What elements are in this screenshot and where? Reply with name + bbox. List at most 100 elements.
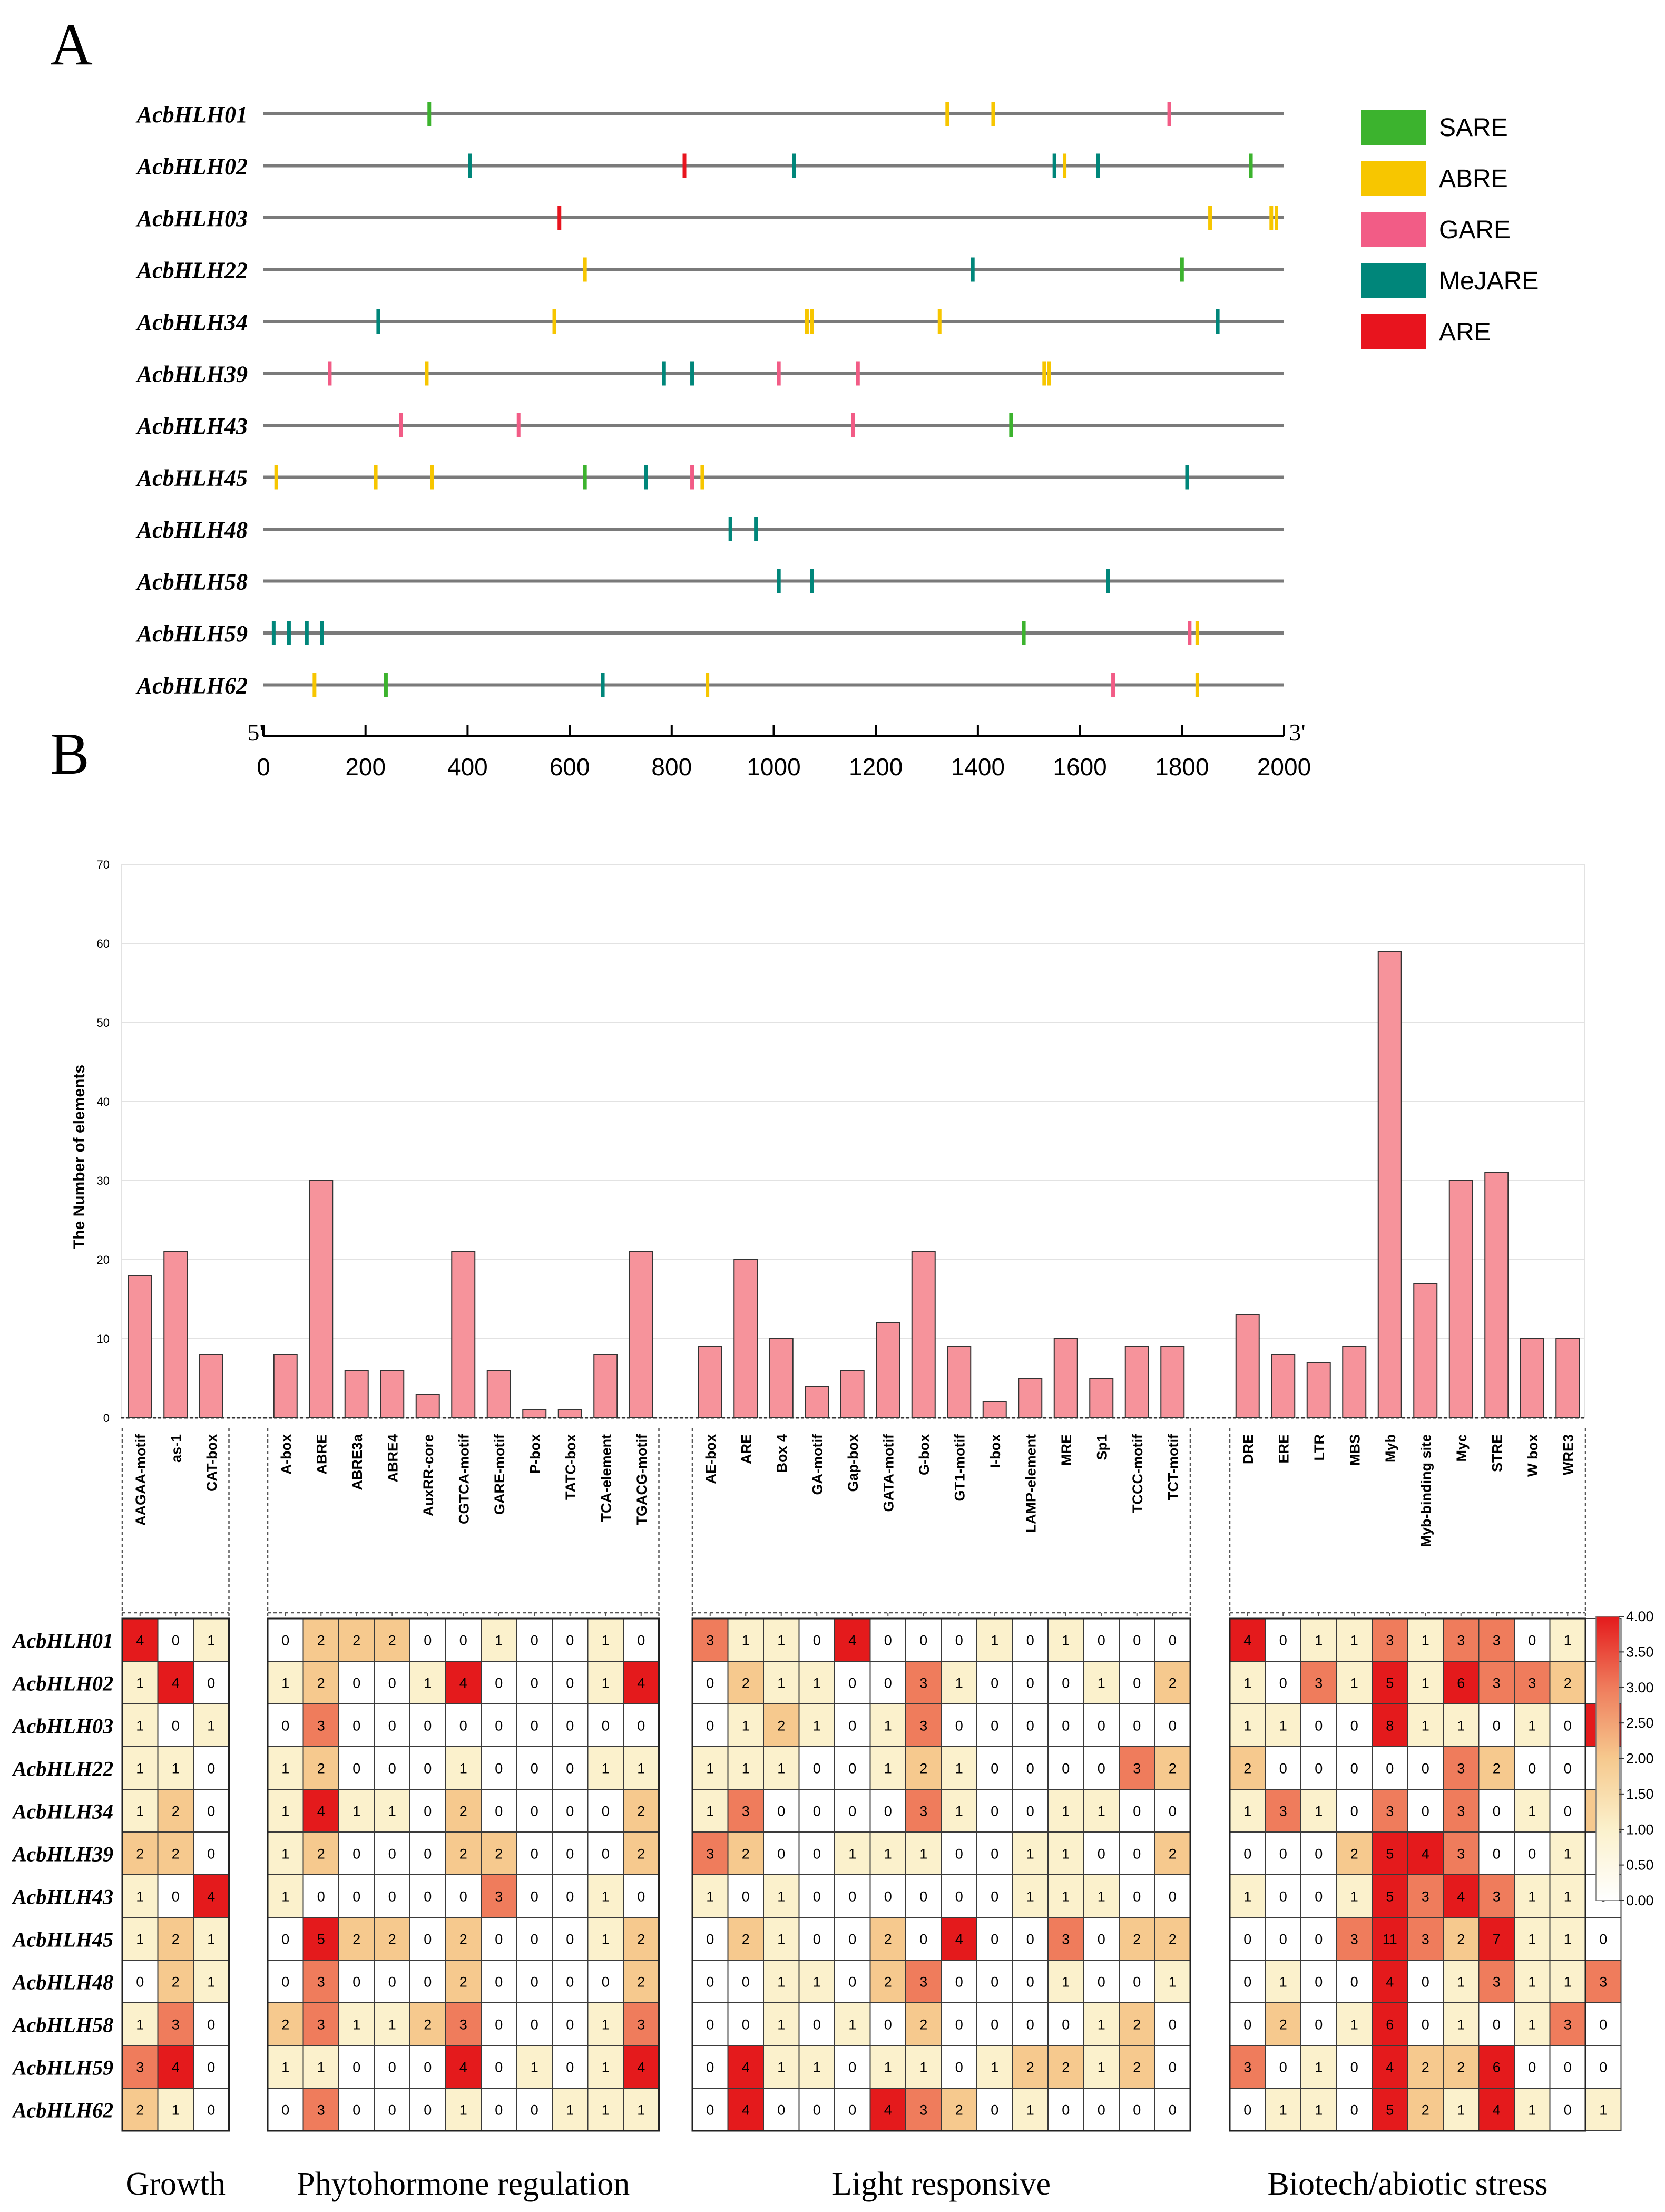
heatmap-value: 1 (1564, 1932, 1572, 1947)
gene-label-acbhlh58: AcbHLH58 (135, 569, 248, 595)
heatmap-value: 0 (352, 1846, 360, 1862)
heatmap-value: 1 (777, 1675, 785, 1691)
heatmap-cell (1047, 1874, 1084, 1918)
heatmap-value: 1 (991, 1633, 998, 1649)
element-mark-gare (1188, 621, 1192, 645)
heatmap-cell (1119, 1789, 1155, 1833)
heatmap-cell (727, 2088, 764, 2131)
heatmap-value: 1 (1528, 2102, 1536, 2118)
bar-abre4 (380, 1370, 405, 1418)
heatmap-value: 0 (1026, 1974, 1034, 1990)
colorbar-tick-label: 2.50 (1626, 1715, 1654, 1731)
heatmap-value: 0 (1169, 2102, 1177, 2118)
heatmap-value: 0 (172, 1889, 180, 1905)
element-mark-sare (1180, 257, 1184, 282)
element-mark-sare (1022, 621, 1026, 645)
group-leader-box (267, 1428, 660, 1619)
element-mark-gare (328, 361, 332, 386)
heatmap-cell (193, 1703, 230, 1747)
heatmap-value: 2 (1457, 1932, 1465, 1947)
heatmap-value: 0 (1564, 2060, 1572, 2075)
heatmap-cell (587, 1874, 624, 1918)
heatmap-value: 1 (1243, 1675, 1251, 1691)
heatmap-value: 3 (1493, 1675, 1501, 1691)
heatmap-value: 0 (1528, 1846, 1536, 1862)
heatmap-value: 0 (813, 1932, 821, 1947)
heatmap-cell (157, 2088, 194, 2131)
bar-as-1 (163, 1251, 188, 1418)
heatmap-value: 1 (884, 1846, 892, 1862)
heatmap-cell (1549, 1661, 1586, 1704)
heatmap-value: 1 (919, 2060, 927, 2075)
heatmap-value: 2 (388, 1633, 396, 1649)
heatmap-cell (1300, 2002, 1337, 2046)
heatmap-value: 1 (777, 2060, 785, 2075)
heatmap-value: 0 (495, 1675, 503, 1691)
heatmap-value: 0 (1169, 1718, 1177, 1734)
heatmap-value: 0 (1062, 1675, 1070, 1691)
heatmap-value: 0 (1528, 1633, 1536, 1649)
legend-label-mejare: MeJARE (1439, 267, 1539, 295)
heatmap-cell (941, 1917, 977, 1961)
legend-swatch-abre (1361, 161, 1426, 196)
heatmap-value: 0 (136, 1974, 144, 1990)
heatmap-value: 0 (1350, 1974, 1358, 1990)
heatmap-cell (1119, 1661, 1155, 1704)
category-label: LAMP-element (1023, 1434, 1039, 1533)
heatmap-cell (587, 2002, 624, 2046)
element-mark-abre (1042, 361, 1046, 386)
heatmap-value: 1 (281, 1846, 289, 1862)
heatmap-value: 2 (459, 1846, 467, 1862)
heatmap-cell (445, 1661, 482, 1704)
heatmap-value: 1 (848, 1846, 856, 1862)
heatmap-value: 0 (1386, 1761, 1394, 1777)
end-label-3prime: 3' (1289, 719, 1305, 746)
heatmap-cell (941, 1746, 977, 1790)
heatmap-value: 3 (1315, 1675, 1323, 1691)
category-label: DRE (1240, 1434, 1256, 1464)
heatmap-value: 1 (955, 1804, 963, 1819)
category-label: W box (1525, 1434, 1541, 1477)
heatmap-value: 2 (637, 1804, 645, 1819)
heatmap-value: 0 (1493, 1846, 1501, 1862)
heatmap-cell (1443, 1789, 1480, 1833)
heatmap-cell (516, 2002, 553, 2046)
heatmap-value: 0 (637, 1633, 645, 1649)
x-tick-label: 1600 (1053, 753, 1106, 781)
heatmap-value: 4 (637, 1675, 645, 1691)
heatmap-cell (157, 2002, 194, 2046)
heatmap-value: 0 (1133, 1974, 1141, 1990)
heatmap-value: 0 (1026, 1761, 1034, 1777)
heatmap-block-border (121, 1617, 230, 2132)
heatmap-value: 0 (1422, 1761, 1429, 1777)
heatmap-value: 0 (1062, 2102, 1070, 2118)
heatmap-value: 0 (566, 1718, 574, 1734)
heatmap-value: 3 (495, 1889, 503, 1905)
heatmap-value: 0 (531, 1889, 538, 1905)
heatmap-cell (798, 1746, 835, 1790)
heatmap-value: 1 (1062, 1974, 1070, 1990)
heatmap-value: 4 (742, 2102, 750, 2118)
heatmap-cell (1154, 1746, 1191, 1790)
heatmap-value: 1 (207, 1974, 215, 1990)
category-label: GARE-motif (492, 1434, 507, 1515)
heatmap-cell (193, 1874, 230, 1918)
heatmap-value: 1 (459, 1761, 467, 1777)
heatmap-cell (869, 1917, 906, 1961)
heatmap-value: 0 (281, 2102, 289, 2118)
heatmap-value: 1 (1564, 1974, 1572, 1990)
heatmap-cell (302, 1831, 339, 1875)
heatmap-cell (905, 2045, 942, 2089)
heatmap-cell (1443, 1746, 1480, 1790)
heatmap-cell (1083, 2002, 1120, 2046)
heatmap-value: 0 (1564, 1718, 1572, 1734)
heatmap-value: 1 (602, 1761, 610, 1777)
heatmap-cell (1047, 2045, 1084, 2089)
heatmap-value: 0 (207, 1675, 215, 1691)
heatmap-value: 1 (1279, 2102, 1287, 2118)
heatmap-value: 0 (955, 2017, 963, 2033)
heatmap-value: 3 (1457, 1761, 1465, 1777)
bar-i-box (982, 1401, 1007, 1418)
category-label: Sp1 (1094, 1434, 1110, 1460)
heatmap-value: 0 (1098, 1633, 1105, 1649)
